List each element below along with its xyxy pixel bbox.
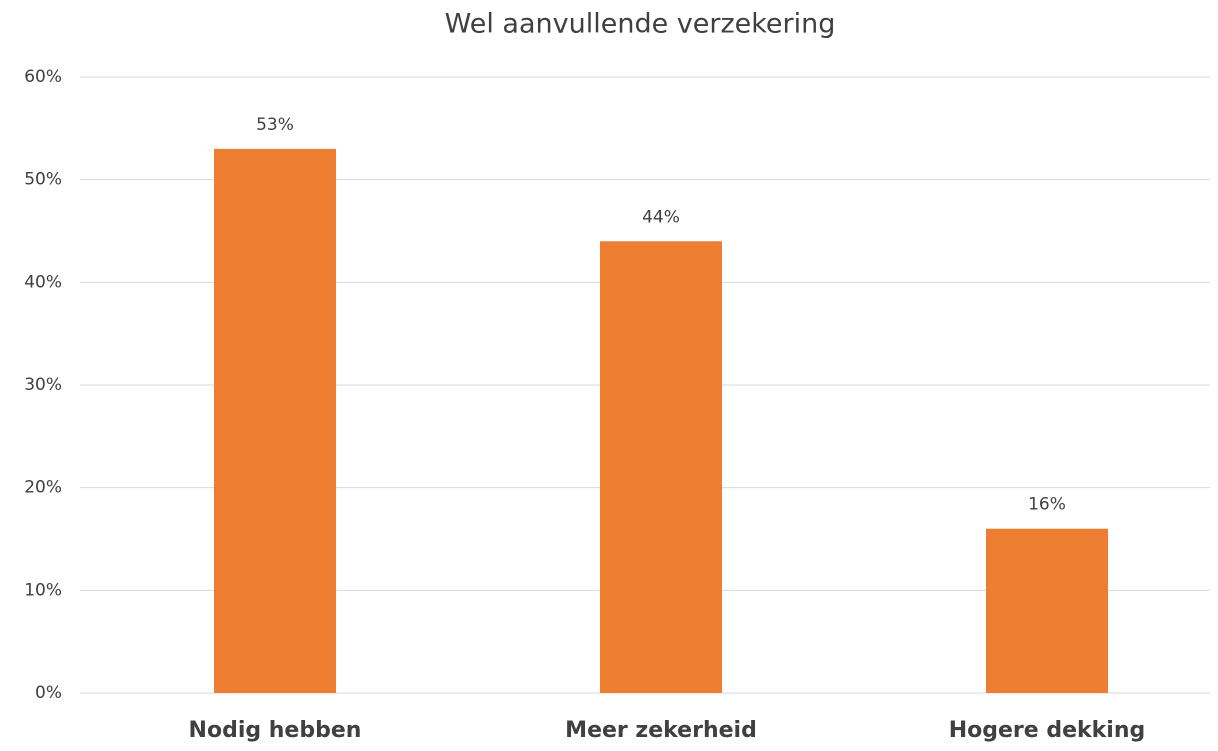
data-label: 53% [256, 115, 294, 135]
x-tick-label: Meer zekerheid [565, 718, 757, 743]
y-tick-label: 10% [24, 580, 62, 600]
y-tick-label: 60% [24, 67, 62, 87]
y-tick-label: 20% [24, 478, 62, 498]
y-tick-label: 50% [24, 170, 62, 190]
y-tick-label: 40% [24, 272, 62, 292]
data-label: 16% [1028, 495, 1066, 515]
chart-title: Wel aanvullende verzekering [445, 9, 836, 40]
chart: Wel aanvullende verzekering 0% 10% 20% 30% 4… [0, 0, 1218, 751]
bar [214, 149, 336, 693]
bar [986, 529, 1108, 693]
x-tick-label: Hogere dekking [949, 718, 1146, 743]
bar [600, 241, 722, 693]
data-label: 44% [642, 207, 680, 227]
y-tick-label: 30% [24, 375, 62, 395]
y-tick-label: 0% [35, 683, 62, 703]
x-tick-label: Nodig hebben [189, 718, 362, 743]
